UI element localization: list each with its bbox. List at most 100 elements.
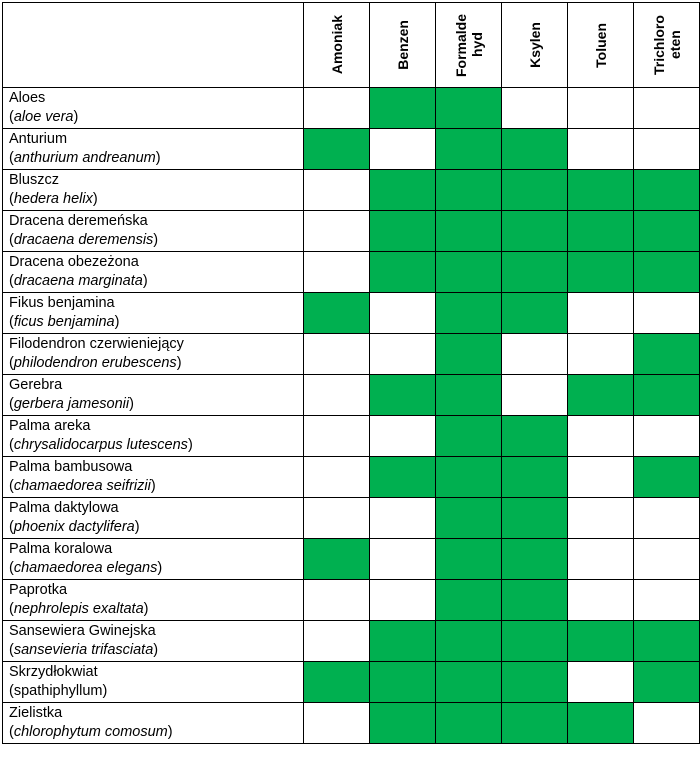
table-row: Palma daktylowa (phoenix dactylifera) (2, 497, 700, 539)
marked-cell (435, 169, 502, 211)
plant-scientific-line: (anthurium andreanum) (9, 150, 161, 166)
plant-scientific-line: (dracaena marginata) (9, 273, 148, 289)
column-header-label: Toluen (592, 22, 609, 68)
plant-common-name: Palma areka (9, 418, 91, 434)
plant-pollutant-table-container: Amoniak Benzen Formalde hyd Ksylen Tolue… (2, 2, 700, 744)
empty-cell (567, 292, 634, 334)
marked-cell (633, 620, 700, 662)
plant-scientific-line: (chamaedorea elegans) (9, 560, 163, 576)
plant-scientific-name: anthurium andreanum (13, 150, 156, 166)
marked-cell (369, 87, 436, 129)
marked-cell (501, 251, 568, 293)
plant-name-cell: Filodendron czerwieniejący (philodendron … (2, 333, 304, 375)
plant-common-name: Dracena obezeżona (9, 254, 139, 270)
plant-scientific-name: nephrolepis exaltata (13, 601, 144, 617)
empty-cell (303, 87, 370, 129)
marked-cell (435, 702, 502, 744)
column-header-label: Formalde hyd (452, 13, 485, 77)
plant-name-cell: Skrzydłokwiat (spathiphyllum) (2, 661, 304, 703)
column-header: Ksylen (501, 2, 568, 88)
table-row: Palma koralowa (chamaedorea elegans) (2, 538, 700, 580)
empty-cell (501, 374, 568, 416)
empty-cell (303, 210, 370, 252)
table-row: Palma bambusowa (chamaedorea seifrizii) (2, 456, 700, 498)
marked-cell (435, 333, 502, 375)
empty-cell (633, 128, 700, 170)
plant-name-cell: Bluszcz (hedera helix) (2, 169, 304, 211)
table-body: Aloes (aloe vera) Anturium (anthurium andre… (2, 87, 700, 744)
column-header: Amoniak (303, 2, 370, 88)
marked-cell (369, 251, 436, 293)
empty-cell (369, 415, 436, 457)
plant-scientific-name: spathiphyllum (13, 683, 103, 699)
plant-scientific-line: (chlorophytum comosum) (9, 724, 173, 740)
marked-cell (435, 661, 502, 703)
marked-cell (435, 374, 502, 416)
plant-name-cell: Zielistka (chlorophytum comosum) (2, 702, 304, 744)
marked-cell (303, 661, 370, 703)
marked-cell (435, 497, 502, 539)
plant-scientific-name: sansevieria trifasciata (13, 642, 154, 658)
plant-name-cell: Fikus benjamina (ficus benjamina) (2, 292, 304, 334)
marked-cell (501, 456, 568, 498)
plant-scientific-name: chamaedorea elegans (13, 560, 158, 576)
marked-cell (303, 128, 370, 170)
column-header-label: Ksylen (526, 22, 543, 68)
plant-common-name: Gerebra (9, 377, 63, 393)
empty-cell (303, 456, 370, 498)
empty-cell (369, 538, 436, 580)
header-corner-cell (2, 2, 304, 88)
plant-scientific-line: (spathiphyllum) (9, 683, 108, 699)
table-row: Paprotka (nephrolepis exaltata) (2, 579, 700, 621)
column-header-label: Benzen (394, 20, 411, 70)
marked-cell (567, 702, 634, 744)
empty-cell (369, 292, 436, 334)
empty-cell (567, 661, 634, 703)
plant-common-name: Anturium (9, 131, 68, 147)
plant-common-name: Sansewiera Gwinejska (9, 623, 156, 639)
marked-cell (567, 374, 634, 416)
plant-common-name: Palma koralowa (9, 541, 113, 557)
plant-name-cell: Palma bambusowa (chamaedorea seifrizii) (2, 456, 304, 498)
plant-name-cell: Palma daktylowa (phoenix dactylifera) (2, 497, 304, 539)
marked-cell (567, 210, 634, 252)
table-row: Anturium (anthurium andreanum) (2, 128, 700, 170)
plant-common-name: Bluszcz (9, 172, 59, 188)
column-header-label: Trichloro eten (650, 15, 683, 75)
plant-common-name: Skrzydłokwiat (9, 664, 98, 680)
plant-scientific-name: aloe vera (13, 109, 74, 125)
plant-name-cell: Sansewiera Gwinejska (sansevieria trifasc… (2, 620, 304, 662)
marked-cell (435, 251, 502, 293)
empty-cell (633, 702, 700, 744)
column-header: Formalde hyd (435, 2, 502, 88)
marked-cell (303, 292, 370, 334)
marked-cell (567, 620, 634, 662)
empty-cell (501, 333, 568, 375)
marked-cell (501, 169, 568, 211)
empty-cell (303, 497, 370, 539)
plant-scientific-line: (ficus benjamina) (9, 314, 120, 330)
table-row: Palma areka (chrysalidocarpus lutescens) (2, 415, 700, 457)
marked-cell (369, 374, 436, 416)
empty-cell (633, 579, 700, 621)
marked-cell (501, 292, 568, 334)
plant-scientific-line: (phoenix dactylifera) (9, 519, 140, 535)
plant-scientific-name: dracaena marginata (13, 273, 143, 289)
empty-cell (633, 415, 700, 457)
empty-cell (633, 538, 700, 580)
marked-cell (435, 579, 502, 621)
empty-cell (567, 87, 634, 129)
marked-cell (567, 169, 634, 211)
table-row: Gerebra (gerbera jamesonii) (2, 374, 700, 416)
marked-cell (435, 87, 502, 129)
marked-cell (501, 579, 568, 621)
empty-cell (369, 497, 436, 539)
plant-scientific-line: (philodendron erubescens) (9, 355, 182, 371)
table-row: Filodendron czerwieniejący (philodendron … (2, 333, 700, 375)
empty-cell (303, 169, 370, 211)
table-row: Dracena obezeżona (dracaena marginata) (2, 251, 700, 293)
plant-pollutant-table: Amoniak Benzen Formalde hyd Ksylen Tolue… (2, 2, 700, 744)
plant-common-name: Paprotka (9, 582, 68, 598)
marked-cell (435, 292, 502, 334)
empty-cell (633, 292, 700, 334)
